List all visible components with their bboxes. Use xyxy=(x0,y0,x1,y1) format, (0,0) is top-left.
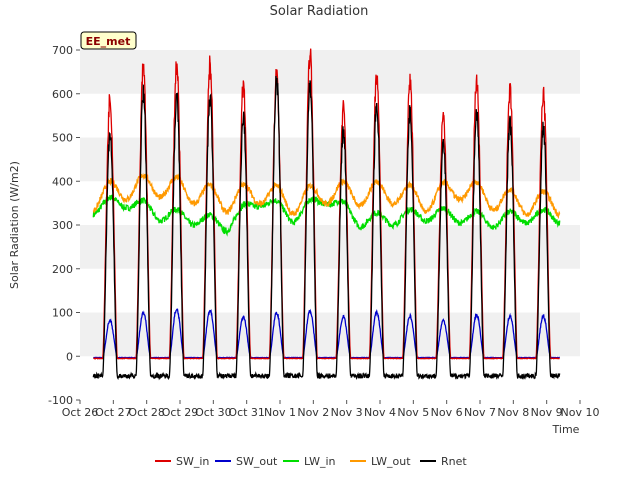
y-tick-label: 700 xyxy=(52,44,73,57)
x-tick-label: Oct 31 xyxy=(228,406,265,419)
y-tick-label: 500 xyxy=(52,132,73,145)
x-tick-label: Nov 6 xyxy=(431,406,463,419)
x-tick-label: Nov 3 xyxy=(331,406,363,419)
grid-band xyxy=(80,50,580,94)
x-tick-label: Nov 10 xyxy=(561,406,600,419)
x-tick-label: Oct 27 xyxy=(95,406,132,419)
x-tick-label: Nov 4 xyxy=(364,406,396,419)
legend-label: SW_out xyxy=(236,455,278,468)
grid-band xyxy=(80,312,580,357)
legend: SW_in SW_out LW_in LW_out Rnet xyxy=(155,455,467,468)
station-badge-label: EE_met xyxy=(86,35,131,48)
legend-label: LW_in xyxy=(304,455,336,468)
x-tick-label: Nov 1 xyxy=(264,406,296,419)
series-line-rnet xyxy=(92,75,561,381)
grid-band xyxy=(80,225,580,269)
grid-band xyxy=(80,93,580,138)
chart-title: Solar Radiation xyxy=(270,4,369,19)
y-tick-label: 0 xyxy=(66,350,73,363)
x-tick-label: Oct 28 xyxy=(128,406,165,419)
y-tick-label: -100 xyxy=(48,394,73,407)
y-axis-label: Solar Radiation (W/m2) xyxy=(8,161,21,289)
x-axis-label: Time xyxy=(552,423,580,436)
x-tick-label: Nov 2 xyxy=(297,406,329,419)
grid-band xyxy=(80,268,580,313)
legend-label: Rnet xyxy=(441,455,467,468)
x-tick-label: Nov 8 xyxy=(497,406,529,419)
legend-label: LW_out xyxy=(371,455,411,468)
x-tick-label: Nov 9 xyxy=(531,406,563,419)
grid-band xyxy=(80,137,580,182)
x-tick-label: Nov 7 xyxy=(464,406,496,419)
y-tick-label: 300 xyxy=(52,219,73,232)
x-tick-label: Nov 5 xyxy=(397,406,429,419)
x-tick-label: Oct 30 xyxy=(195,406,232,419)
legend-label: SW_in xyxy=(176,455,209,468)
y-tick-label: 400 xyxy=(52,175,73,188)
series-line-lw-out xyxy=(92,172,561,220)
station-badge: EE_met xyxy=(80,31,137,50)
x-tick-label: Oct 29 xyxy=(162,406,199,419)
x-tick-label: Oct 26 xyxy=(62,406,99,419)
y-tick-label: 600 xyxy=(52,88,73,101)
y-tick-label: 100 xyxy=(52,307,73,320)
y-tick-label: 200 xyxy=(52,263,73,276)
